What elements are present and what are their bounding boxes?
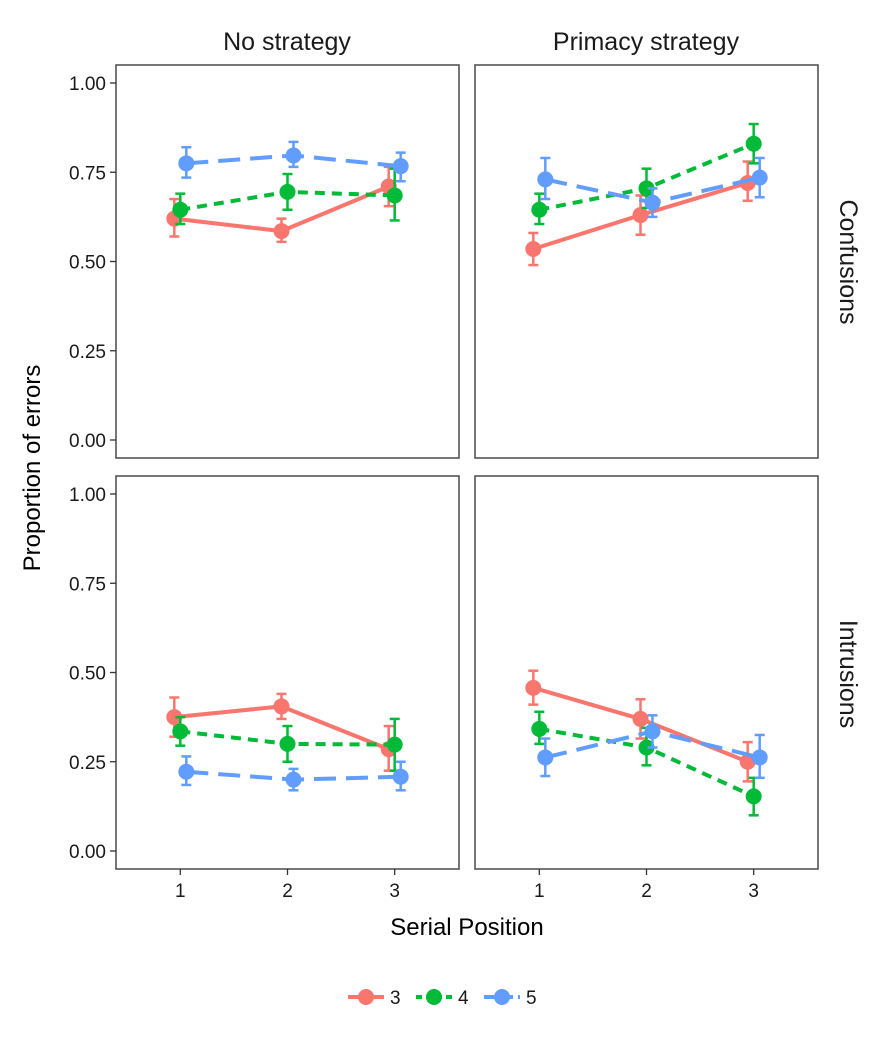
data-point — [285, 771, 302, 788]
data-point — [537, 171, 554, 188]
y-tick-label: 0.75 — [69, 163, 106, 184]
series-5 — [178, 140, 409, 183]
series-5 — [537, 714, 768, 780]
data-point — [172, 201, 189, 218]
data-point — [531, 720, 548, 737]
data-point — [273, 698, 290, 715]
legend-key-point — [358, 989, 374, 1005]
x-axis-title: Serial Position — [390, 914, 543, 941]
panel-no-strategy-confusions: 0.00 0.25 0.50 0.75 1.00 — [69, 64, 460, 459]
x-tick-label: 3 — [389, 881, 400, 902]
legend-label: 3 — [390, 988, 401, 1009]
x-tick-label: 1 — [175, 881, 186, 902]
legend-key-point — [426, 989, 442, 1005]
series-4 — [172, 715, 403, 772]
data-point — [166, 709, 183, 726]
y-tick-label: 1.00 — [69, 485, 106, 506]
legend-label: 4 — [458, 988, 469, 1009]
legend-item-4: 4 — [416, 988, 469, 1009]
data-point — [392, 768, 409, 785]
legend: 3 4 5 — [348, 988, 537, 1009]
series-4 — [172, 167, 403, 226]
series-5 — [178, 755, 409, 792]
data-point — [632, 710, 649, 727]
data-point — [531, 201, 548, 218]
data-point — [525, 679, 542, 696]
y-tick-label: 0.25 — [69, 342, 106, 363]
panel-border — [474, 475, 819, 870]
data-point — [751, 169, 768, 186]
data-point — [279, 735, 296, 752]
data-point — [745, 788, 762, 805]
panel-primacy-strategy-confusions — [474, 64, 819, 459]
y-tick-label: 0.00 — [69, 431, 106, 452]
data-point — [285, 147, 302, 164]
strip-intrusions: Intrusions — [834, 620, 862, 728]
data-point — [751, 749, 768, 766]
x-tick-label: 3 — [748, 881, 759, 902]
data-point — [279, 183, 296, 200]
y-tick-label: 0.75 — [69, 574, 106, 595]
x-tick-label: 1 — [534, 881, 545, 902]
data-point — [178, 763, 195, 780]
legend-key-point — [494, 989, 510, 1005]
data-point — [739, 753, 756, 770]
data-point — [638, 180, 655, 197]
data-point — [644, 194, 661, 211]
y-tick-label: 0.50 — [69, 253, 106, 274]
data-point — [745, 135, 762, 152]
y-tick-label: 0.50 — [69, 664, 106, 685]
panel-border — [115, 64, 460, 459]
panels-layer: 0.00 0.25 0.50 0.75 1.00 0.00 0.25 0.50 0.75 1.00… — [69, 64, 819, 902]
data-point — [273, 223, 290, 240]
data-point — [644, 723, 661, 740]
y-axis-title: Proportion of errors — [19, 365, 46, 572]
legend-label: 5 — [526, 988, 537, 1009]
data-point — [537, 749, 554, 766]
panel-no-strategy-intrusions: 0.00 0.25 0.50 0.75 1.00 1 2 3 — [69, 475, 460, 902]
series-3 — [166, 165, 397, 244]
legend-item-5: 5 — [484, 988, 537, 1009]
panel-border — [115, 475, 460, 870]
y-tick-label: 0.25 — [69, 753, 106, 774]
x-tick-label: 2 — [641, 881, 652, 902]
data-point — [172, 723, 189, 740]
data-point — [638, 739, 655, 756]
data-point — [525, 241, 542, 258]
legend-item-3: 3 — [348, 988, 401, 1009]
y-tick-label: 1.00 — [69, 74, 106, 95]
series-4 — [531, 122, 762, 226]
data-point — [632, 207, 649, 224]
data-point — [178, 155, 195, 172]
data-point — [392, 158, 409, 175]
panel-primacy-strategy-intrusions: 1 2 3 — [474, 475, 819, 902]
panel-border — [474, 64, 819, 459]
data-point — [386, 736, 403, 753]
strip-no-strategy: No strategy — [223, 28, 351, 56]
strip-primacy-strategy: Primacy strategy — [553, 28, 740, 56]
series-5 — [537, 156, 768, 219]
x-tick-label: 2 — [282, 881, 293, 902]
strip-confusions: Confusions — [834, 199, 862, 324]
data-point — [386, 187, 403, 204]
y-tick-label: 0.00 — [69, 842, 106, 863]
